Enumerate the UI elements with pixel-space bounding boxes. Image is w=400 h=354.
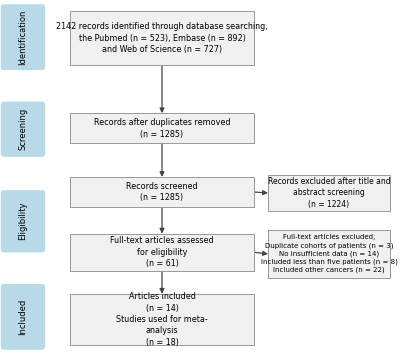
Text: Records excluded after title and
abstract screening
(n = 1224): Records excluded after title and abstrac… xyxy=(268,177,390,209)
FancyBboxPatch shape xyxy=(70,11,254,65)
FancyBboxPatch shape xyxy=(268,230,390,278)
FancyBboxPatch shape xyxy=(1,4,45,70)
Text: Included: Included xyxy=(18,299,28,335)
FancyBboxPatch shape xyxy=(70,113,254,143)
Text: Records screened
(n = 1285): Records screened (n = 1285) xyxy=(126,182,198,202)
FancyBboxPatch shape xyxy=(268,175,390,211)
Text: Identification: Identification xyxy=(18,10,28,65)
Text: Full-text articles assessed
for eligibility
(n = 61): Full-text articles assessed for eligibil… xyxy=(110,236,214,268)
FancyBboxPatch shape xyxy=(70,234,254,271)
Text: 2142 records identified through database searching,
the Pubmed (n = 523), Embase: 2142 records identified through database… xyxy=(56,22,268,54)
FancyBboxPatch shape xyxy=(1,284,45,350)
FancyBboxPatch shape xyxy=(1,102,45,157)
Text: Articles included
(n = 14)
Studies used for meta-
analysis
(n = 18): Articles included (n = 14) Studies used … xyxy=(116,292,208,347)
Text: Screening: Screening xyxy=(18,108,28,150)
Text: Full-text articles excluded,
Duplicate cohorts of patients (n = 3)
No insufficie: Full-text articles excluded, Duplicate c… xyxy=(260,234,398,274)
FancyBboxPatch shape xyxy=(1,190,45,252)
FancyBboxPatch shape xyxy=(70,177,254,207)
Text: Records after duplicates removed
(n = 1285): Records after duplicates removed (n = 12… xyxy=(94,118,230,138)
Text: Eligibility: Eligibility xyxy=(18,202,28,240)
FancyBboxPatch shape xyxy=(70,294,254,345)
